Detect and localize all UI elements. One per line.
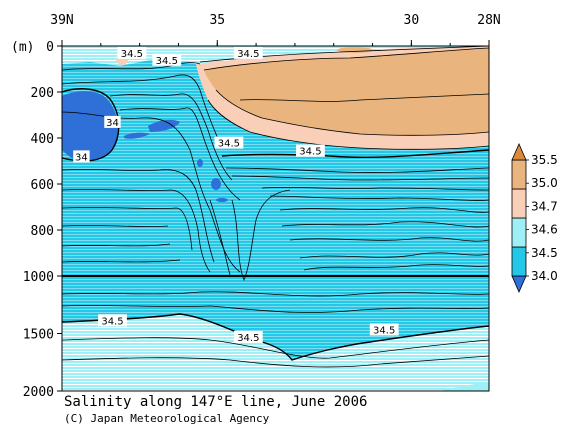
contour-line bbox=[62, 313, 489, 361]
colorbar-triangle-bottom bbox=[511, 275, 527, 293]
contour-line bbox=[62, 259, 181, 263]
x-tick-label: 30 bbox=[404, 13, 420, 28]
colorbar-label: 34.7 bbox=[531, 199, 558, 213]
colorbar-label: 35.0 bbox=[531, 176, 558, 190]
contour-line bbox=[215, 89, 489, 136]
contour-label: 34.5 bbox=[299, 147, 321, 158]
contour-line bbox=[221, 149, 489, 159]
contour-label-background bbox=[233, 46, 263, 59]
contour-label-background bbox=[98, 314, 127, 327]
chart-credit: (C) Japan Meteorological Agency bbox=[64, 412, 270, 425]
colorbar-segment bbox=[511, 159, 527, 190]
low-salinity-patch bbox=[211, 178, 221, 190]
y-tick-label: 2000 bbox=[23, 385, 54, 400]
contour-line bbox=[62, 207, 193, 251]
contour-line bbox=[281, 221, 489, 228]
contour-line bbox=[62, 291, 489, 297]
colorbar-segment bbox=[511, 217, 527, 248]
contour-line bbox=[109, 93, 233, 181]
bottom-highlight bbox=[440, 382, 489, 391]
contour-label-background bbox=[233, 330, 263, 343]
contour-label: 34.5 bbox=[373, 325, 395, 336]
contour-label-background bbox=[152, 53, 182, 66]
contour-label-background bbox=[117, 46, 147, 59]
colorbar-label: 35.5 bbox=[531, 153, 558, 167]
contour-label: 34 bbox=[106, 118, 119, 129]
contour-label-background bbox=[214, 136, 244, 149]
contour-label-background bbox=[73, 150, 90, 163]
contour-line bbox=[279, 207, 489, 213]
contour-line bbox=[203, 47, 489, 71]
contour-lines bbox=[62, 46, 489, 368]
contour-line bbox=[62, 189, 211, 273]
contour-label: 34.5 bbox=[237, 49, 259, 60]
low-salinity-patch bbox=[148, 119, 180, 132]
colorbar-label: 34.5 bbox=[531, 246, 558, 260]
contour-line bbox=[261, 187, 489, 191]
contour-line bbox=[269, 195, 489, 201]
low-salinity-patch bbox=[197, 159, 203, 167]
y-tick-label: 600 bbox=[31, 178, 54, 193]
x-axis: 39N 35 30 28N bbox=[50, 13, 501, 46]
contour-line bbox=[62, 337, 489, 359]
contour-line bbox=[209, 199, 231, 276]
y-axis-unit-label: (m) bbox=[11, 40, 34, 55]
contour-label-background bbox=[369, 323, 399, 336]
colorbar-label: 34.0 bbox=[531, 269, 558, 283]
chart-title: Salinity along 147°E line, June 2006 bbox=[64, 394, 368, 410]
x-tick-label: 28N bbox=[477, 13, 500, 28]
contour-label: 34.5 bbox=[121, 49, 143, 60]
contour-line bbox=[62, 62, 201, 71]
contour-label-background bbox=[296, 144, 325, 157]
colorbar-segment bbox=[511, 246, 527, 277]
plot-frame bbox=[61, 45, 490, 392]
y-tick-label: 400 bbox=[31, 132, 54, 147]
contour-line bbox=[62, 355, 489, 368]
contour-line bbox=[231, 175, 489, 181]
contour-label: 34.5 bbox=[156, 56, 178, 67]
contour-line bbox=[62, 305, 489, 313]
contour-line bbox=[289, 237, 489, 242]
contour-label: 34.5 bbox=[218, 139, 240, 150]
colorbar-label: 34.6 bbox=[531, 223, 558, 237]
high-salinity-water-core bbox=[204, 48, 489, 136]
contour-line bbox=[239, 93, 489, 102]
contour-line bbox=[62, 225, 169, 227]
contour-line bbox=[303, 264, 489, 271]
contour-label: 34.5 bbox=[237, 333, 259, 344]
contour-label-background bbox=[104, 115, 121, 128]
x-tick-label: 39N bbox=[50, 13, 73, 28]
contour-line bbox=[231, 189, 291, 282]
y-tick-label: 800 bbox=[31, 224, 54, 239]
y-tick-label: 0 bbox=[46, 40, 54, 55]
low-salinity-eddy bbox=[62, 91, 118, 162]
colorbar-segment bbox=[511, 188, 527, 219]
contour-label: 34 bbox=[75, 152, 88, 163]
y-tick-label: 200 bbox=[31, 86, 54, 101]
contour-label: 34.5 bbox=[101, 316, 123, 327]
contour-line bbox=[62, 243, 171, 247]
contour-line bbox=[299, 252, 489, 259]
contour-line bbox=[119, 107, 241, 201]
contour-line bbox=[62, 74, 223, 149]
deep-low-salinity-layer bbox=[62, 314, 489, 391]
contour-labels: 34.5 34.5 34.5 34 34 34.5 34.5 34.5 34.5 34.5 bbox=[73, 46, 399, 344]
low-salinity-patch bbox=[124, 132, 150, 139]
contour-line bbox=[225, 167, 489, 173]
y-tick-label: 1000 bbox=[23, 270, 54, 285]
contour-line bbox=[62, 169, 215, 263]
low-salinity-patch bbox=[216, 198, 228, 202]
y-axis: 0 200 400 600 800 1000 1500 2000 bbox=[23, 40, 62, 400]
salinity-field bbox=[62, 46, 489, 391]
y-tick-label: 1500 bbox=[23, 328, 54, 343]
colorbar: 35.5 35.0 34.7 34.6 34.5 34.0 bbox=[511, 143, 558, 293]
colorbar-triangle-top bbox=[511, 143, 527, 161]
x-tick-label: 35 bbox=[209, 13, 225, 28]
